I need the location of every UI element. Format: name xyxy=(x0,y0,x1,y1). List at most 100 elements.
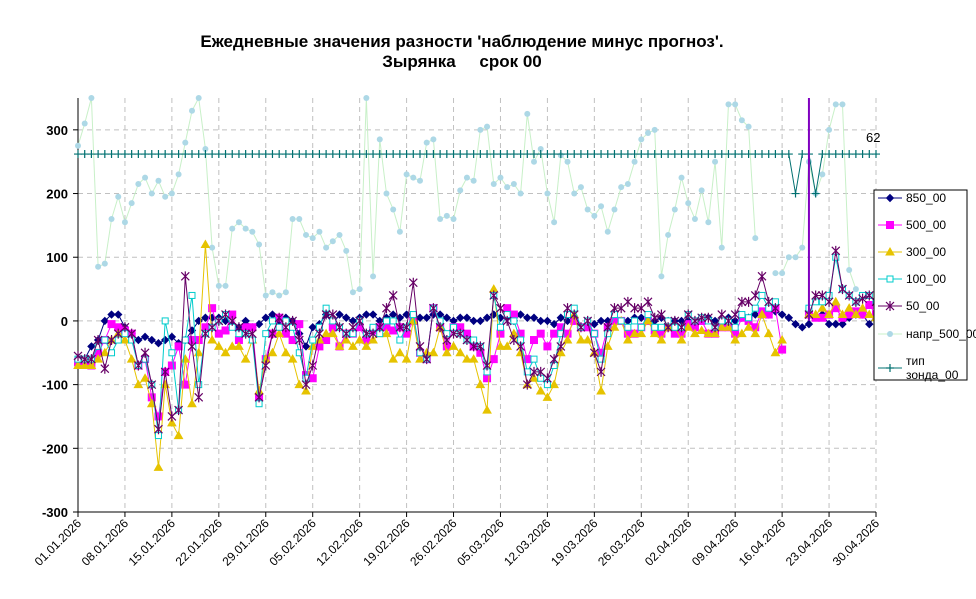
data-point xyxy=(342,313,351,322)
x-tick-label: 19.03.2026 xyxy=(548,516,601,569)
data-point xyxy=(73,360,83,370)
annotation-label: 62 xyxy=(866,130,880,145)
data-point xyxy=(643,315,653,325)
data-point xyxy=(489,355,498,364)
legend-label: напр_500_00 xyxy=(906,327,976,341)
data-point xyxy=(818,150,827,159)
series-line xyxy=(78,244,783,468)
data-point xyxy=(745,123,752,130)
data-point xyxy=(79,360,90,370)
data-point xyxy=(698,187,705,194)
data-point xyxy=(643,296,653,307)
data-point xyxy=(497,174,504,181)
data-point xyxy=(517,190,524,197)
data-point xyxy=(551,219,558,226)
data-point xyxy=(838,319,847,329)
data-point xyxy=(738,311,746,319)
data-point xyxy=(120,335,130,344)
data-point xyxy=(705,219,712,226)
data-point xyxy=(536,316,545,326)
data-point xyxy=(167,332,177,342)
data-point xyxy=(408,315,419,325)
data-point xyxy=(590,319,599,329)
data-point xyxy=(630,150,639,159)
data-point xyxy=(441,347,452,357)
data-point xyxy=(824,319,834,329)
data-point xyxy=(718,244,725,251)
data-point xyxy=(716,322,727,331)
data-point xyxy=(221,150,230,159)
data-point xyxy=(336,231,343,238)
data-point xyxy=(126,354,137,363)
data-point xyxy=(658,273,665,280)
data-point xyxy=(181,150,190,159)
data-point xyxy=(241,328,251,339)
data-point xyxy=(416,150,424,159)
data-point xyxy=(140,347,150,358)
data-point xyxy=(107,320,116,329)
y-tick-label: -100 xyxy=(42,378,68,393)
data-point xyxy=(826,126,833,133)
data-point xyxy=(388,310,398,319)
data-point xyxy=(831,150,840,159)
data-point xyxy=(295,349,303,357)
data-point xyxy=(121,219,128,226)
data-point xyxy=(751,150,760,159)
data-point xyxy=(677,150,686,159)
data-point xyxy=(247,328,257,339)
data-point xyxy=(697,150,706,159)
data-point xyxy=(101,336,109,344)
data-point xyxy=(732,101,739,108)
data-point xyxy=(201,150,210,159)
data-point xyxy=(195,381,203,389)
data-point xyxy=(335,150,344,159)
data-point xyxy=(670,150,679,159)
data-point xyxy=(737,150,746,159)
data-point xyxy=(396,228,403,235)
data-point xyxy=(268,317,276,325)
data-point xyxy=(697,312,707,323)
data-point xyxy=(710,328,720,338)
data-point xyxy=(162,193,169,200)
data-point xyxy=(100,363,110,374)
x-tick-label: 09.04.2026 xyxy=(689,516,742,569)
y-tick-label: 100 xyxy=(46,250,68,265)
data-point xyxy=(147,335,156,345)
data-point xyxy=(302,150,310,159)
data-point xyxy=(602,341,613,350)
data-point xyxy=(417,177,423,184)
data-point xyxy=(87,342,96,351)
x-tick-label: 22.01.2026 xyxy=(173,516,226,569)
data-point xyxy=(328,309,338,320)
data-point xyxy=(187,398,197,408)
data-point xyxy=(370,273,377,280)
data-point xyxy=(779,270,786,277)
data-point xyxy=(516,341,526,352)
data-point xyxy=(448,341,459,350)
legend-label: 100_00 xyxy=(906,272,946,286)
data-point xyxy=(376,136,383,143)
data-point xyxy=(167,361,176,370)
data-point xyxy=(696,325,707,334)
data-point xyxy=(644,311,652,319)
data-point xyxy=(563,303,572,314)
data-point xyxy=(187,341,197,352)
data-point xyxy=(550,329,559,338)
data-point xyxy=(267,347,278,357)
data-point xyxy=(536,329,545,338)
data-point xyxy=(831,319,840,329)
data-point xyxy=(617,317,625,325)
y-tick-label: 0 xyxy=(61,314,68,329)
data-point xyxy=(234,150,243,159)
data-point xyxy=(751,310,760,319)
data-point xyxy=(690,328,700,338)
data-point xyxy=(610,303,619,314)
data-point xyxy=(496,329,505,338)
data-point xyxy=(154,412,163,421)
data-point xyxy=(254,319,264,329)
data-point xyxy=(839,101,846,108)
data-point xyxy=(745,314,753,322)
data-point xyxy=(428,347,439,357)
data-point xyxy=(683,322,694,331)
data-point xyxy=(388,354,399,363)
